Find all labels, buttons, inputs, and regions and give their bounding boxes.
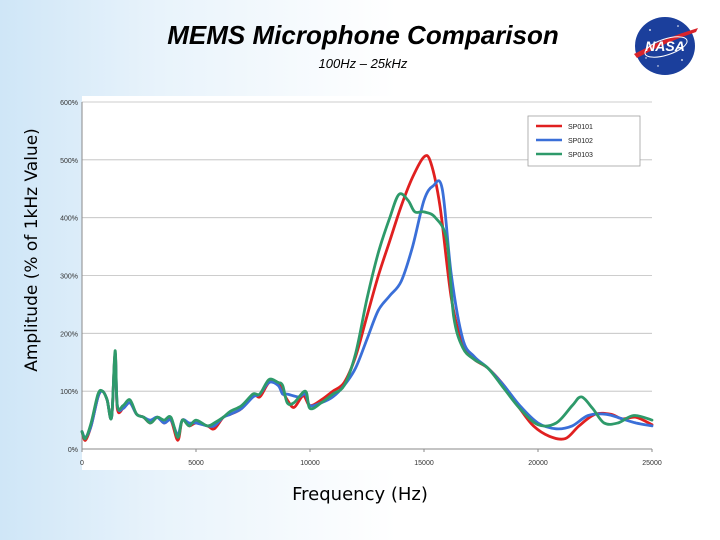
legend-label: SP0101 (568, 124, 593, 131)
y-tick-label: 100% (60, 389, 78, 396)
nasa-logo-text: NASA (645, 38, 685, 54)
x-tick-label: 10000 (300, 460, 320, 467)
x-axis-label: Frequency (Hz) (292, 484, 428, 505)
x-tick-label: 25000 (642, 460, 662, 467)
y-tick-label: 600% (60, 100, 78, 107)
nasa-logo: NASA (634, 17, 698, 75)
y-axis-label: Amplitude (% of 1kHz Value) (22, 128, 42, 372)
slide-title: MEMS Microphone Comparison (167, 20, 559, 50)
legend-box (527, 115, 641, 167)
y-tick-label: 200% (60, 331, 78, 338)
x-tick-label: 5000 (188, 460, 204, 467)
x-tick-label: 15000 (414, 460, 434, 467)
series-line-sp0103 (80, 192, 654, 441)
legend-label: SP0102 (568, 138, 593, 145)
legend-label: SP0103 (568, 152, 593, 159)
x-tick-label: 0 (80, 460, 84, 467)
y-tick-label: 400% (60, 216, 78, 223)
axes: 0% 100% 200% 300% 400% 500% 600% 0 5000 10000 1500… (60, 100, 662, 467)
y-tick-label: 300% (60, 274, 78, 281)
x-tick-label: 20000 (528, 460, 548, 467)
grid (82, 101, 652, 392)
y-tick-label: 500% (60, 158, 78, 165)
slide-subtitle: 100Hz – 25kHz (318, 56, 408, 71)
legend: SP0101 SP0102 SP0103 (527, 115, 641, 167)
y-tick-label: 0% (68, 447, 78, 454)
series (80, 154, 654, 442)
frequency-response-chart: 0% 100% 200% 300% 400% 500% 600% 0 5000 10000 1500… (60, 96, 662, 470)
